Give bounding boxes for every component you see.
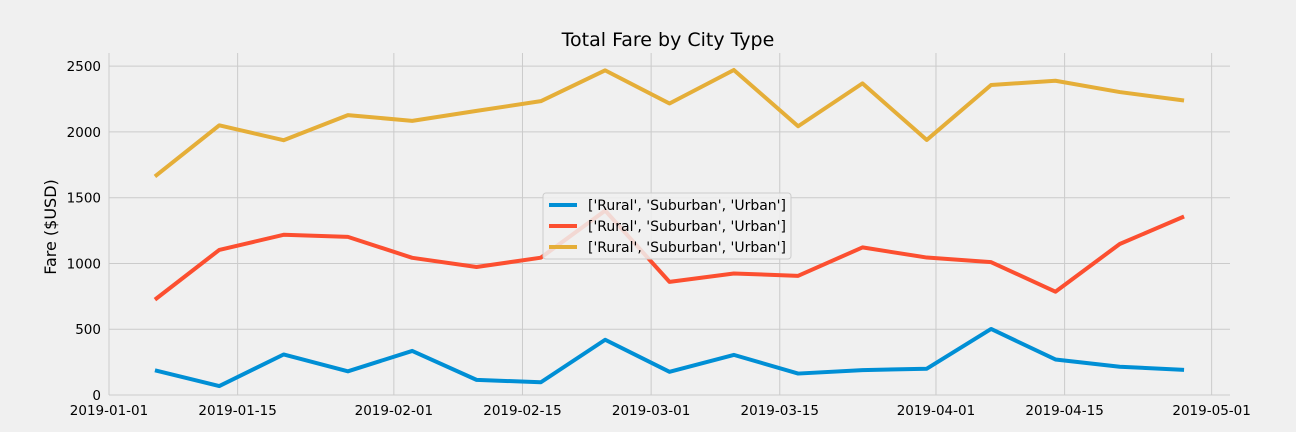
data-point: [410, 256, 414, 260]
data-point: [539, 380, 543, 384]
legend-box: [542, 192, 792, 260]
data-point: [989, 83, 993, 87]
data-point: [796, 124, 800, 128]
data-point: [475, 109, 479, 113]
series-line-0: [154, 326, 1185, 389]
data-point: [217, 248, 221, 252]
data-point: [732, 68, 736, 72]
data-point: [732, 353, 736, 357]
data-point: [925, 138, 929, 142]
x-tick-label: 2019-02-01: [355, 403, 433, 419]
data-point: [860, 81, 864, 85]
legend: ['Rural', 'Suburban', 'Urban'] ['Rural', …: [542, 192, 792, 260]
data-point: [925, 367, 929, 371]
data-point: [1118, 90, 1122, 94]
data-point: [860, 368, 864, 372]
y-tick-label: 2000: [67, 125, 101, 141]
data-point: [282, 352, 286, 356]
x-tick-label: 2019-03-01: [612, 403, 690, 419]
x-tick-label: 2019-04-15: [1025, 403, 1103, 419]
data-point: [796, 274, 800, 278]
data-point: [732, 271, 736, 275]
x-tick-label: 2019-01-01: [70, 403, 148, 419]
data-point: [989, 327, 993, 331]
x-tick-label: 2019-04-01: [897, 403, 975, 419]
data-point: [668, 280, 672, 284]
data-point: [668, 370, 672, 374]
data-point: [1053, 79, 1057, 83]
data-point: [1118, 242, 1122, 246]
y-tick-label: 2500: [67, 59, 101, 75]
series-line-2: [153, 67, 1185, 178]
data-point: [346, 369, 350, 373]
data-point: [346, 235, 350, 239]
data-point: [410, 349, 414, 353]
x-tick-label: 2019-03-15: [741, 403, 819, 419]
x-tick-label: 2019-01-15: [198, 403, 276, 419]
tick-labels: 2019-01-01 2019-01-15 2019-02-01 2019-02-15…: [67, 59, 1251, 419]
data-point: [282, 138, 286, 142]
y-tick-label: 1500: [67, 191, 101, 207]
data-point: [539, 99, 543, 103]
y-tick-label: 0: [92, 388, 101, 404]
data-point: [153, 368, 157, 372]
data-point: [153, 174, 157, 178]
series-lines: [153, 67, 1186, 389]
legend-label: ['Rural', 'Suburban', 'Urban']: [588, 198, 786, 214]
data-point: [153, 298, 157, 302]
x-tick-label: 2019-05-01: [1172, 403, 1250, 419]
data-point: [1118, 365, 1122, 369]
x-tick-label: 2019-02-15: [483, 403, 561, 419]
data-point: [539, 256, 543, 260]
data-point: [1053, 290, 1057, 294]
chart-title: Total Fare by City Type: [561, 29, 775, 51]
data-point: [475, 378, 479, 382]
y-tick-label: 500: [75, 322, 101, 338]
data-point: [475, 265, 479, 269]
data-point: [217, 384, 221, 388]
grid: [108, 53, 1230, 396]
data-point: [1053, 357, 1057, 361]
data-point: [860, 245, 864, 249]
data-point: [668, 102, 672, 106]
data-point: [410, 119, 414, 123]
legend-label: ['Rural', 'Suburban', 'Urban']: [588, 219, 786, 235]
series-line-1: [153, 208, 1185, 302]
data-point: [1182, 368, 1186, 372]
data-point: [217, 123, 221, 127]
data-point: [603, 68, 607, 72]
data-point: [282, 233, 286, 237]
data-point: [346, 113, 350, 117]
legend-label: ['Rural', 'Suburban', 'Urban']: [588, 240, 786, 256]
data-point: [989, 260, 993, 264]
data-point: [1182, 215, 1186, 219]
data-point: [796, 372, 800, 376]
y-tick-label: 1000: [67, 256, 101, 272]
y-axis-label: Fare ($USD): [41, 179, 60, 275]
data-point: [1182, 98, 1186, 102]
data-point: [925, 256, 929, 260]
data-point: [603, 338, 607, 342]
